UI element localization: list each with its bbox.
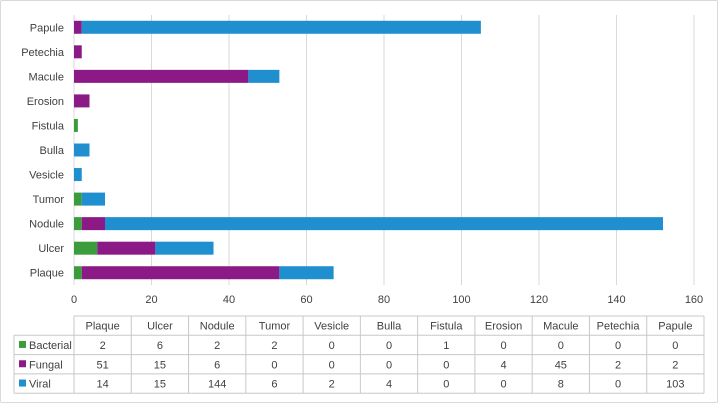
table-cell-viral-petechia: 0 bbox=[615, 379, 621, 391]
bar-viral-plaque bbox=[279, 266, 334, 280]
table-header-papule: Papule bbox=[658, 321, 692, 333]
x-tick-label-80: 80 bbox=[378, 294, 390, 306]
legend-label-viral: Viral bbox=[29, 379, 51, 391]
x-tick-label-20: 20 bbox=[145, 294, 157, 306]
legend-key-viral bbox=[19, 379, 26, 387]
table-cell-viral-fistula: 0 bbox=[443, 379, 449, 391]
table-header-petechia: Petechia bbox=[597, 321, 641, 333]
bar-fungal-papule bbox=[74, 20, 82, 34]
bar-bacterial-tumor bbox=[74, 192, 82, 206]
table-cell-viral-erosion: 0 bbox=[500, 379, 506, 391]
table-header-tumor: Tumor bbox=[259, 321, 291, 333]
table-cell-viral-nodule: 144 bbox=[208, 379, 226, 391]
gridlines bbox=[73, 15, 695, 285]
table-header-ulcer: Ulcer bbox=[147, 321, 173, 333]
table-header-plaque: Plaque bbox=[86, 321, 120, 333]
table-cell-viral-vesicle: 2 bbox=[329, 379, 335, 391]
bar-fungal-erosion bbox=[74, 94, 90, 108]
category-label-macule: Macule bbox=[29, 71, 64, 83]
category-label-plaque: Plaque bbox=[30, 268, 64, 280]
table-header-bulla: Bulla bbox=[377, 321, 402, 333]
bars bbox=[74, 20, 663, 280]
legend-label-bacterial: Bacterial bbox=[29, 340, 72, 352]
table-cell-viral-tumor: 6 bbox=[271, 379, 277, 391]
bar-bacterial-fistula bbox=[74, 118, 78, 132]
legend-key-bacterial bbox=[19, 340, 26, 348]
table-cell-bacterial-macule: 0 bbox=[558, 340, 564, 352]
table-cell-bacterial-papule: 0 bbox=[672, 340, 678, 352]
table-cell-bacterial-vesicle: 0 bbox=[329, 340, 335, 352]
table-cell-fungal-plaque: 51 bbox=[97, 359, 109, 371]
bar-fungal-plaque bbox=[81, 266, 280, 280]
table-cell-bacterial-nodule: 2 bbox=[214, 340, 220, 352]
table-cell-bacterial-tumor: 2 bbox=[271, 340, 277, 352]
bar-bacterial-ulcer bbox=[74, 241, 98, 255]
table-cell-viral-papule: 103 bbox=[666, 379, 684, 391]
category-label-petechia: Petechia bbox=[21, 47, 65, 59]
category-label-ulcer: Ulcer bbox=[38, 243, 64, 255]
x-tick-label-100: 100 bbox=[452, 294, 470, 306]
bar-bacterial-nodule bbox=[74, 217, 82, 231]
table-cell-viral-ulcer: 15 bbox=[154, 379, 166, 391]
x-tick-label-140: 140 bbox=[607, 294, 625, 306]
table-cell-fungal-petechia: 2 bbox=[615, 359, 621, 371]
table-cell-viral-plaque: 14 bbox=[97, 379, 109, 391]
bar-viral-ulcer bbox=[155, 241, 214, 255]
table-cell-fungal-tumor: 0 bbox=[271, 359, 277, 371]
x-axis: 0 20 40 60 80 100 120 140 160 bbox=[71, 294, 703, 306]
bar-viral-vesicle bbox=[74, 168, 82, 182]
table-cell-viral-bulla: 4 bbox=[386, 379, 392, 391]
x-tick-label-40: 40 bbox=[223, 294, 235, 306]
category-label-fistula: Fistula bbox=[32, 120, 65, 132]
bar-viral-macule bbox=[248, 69, 280, 83]
bar-fungal-petechia bbox=[74, 45, 82, 59]
table-cell-bacterial-bulla: 0 bbox=[386, 340, 392, 352]
table-cell-fungal-macule: 45 bbox=[555, 359, 567, 371]
table-header-macule: Macule bbox=[543, 321, 578, 333]
table-cell-fungal-papule: 2 bbox=[672, 359, 678, 371]
data-table: Plaque Ulcer Nodule Tumor Vesicle Bulla Fistul… bbox=[13, 315, 705, 394]
table-cell-fungal-nodule: 6 bbox=[214, 359, 220, 371]
legend-key-fungal bbox=[19, 360, 26, 368]
category-label-tumor: Tumor bbox=[33, 194, 65, 206]
table-cell-fungal-ulcer: 15 bbox=[154, 359, 166, 371]
x-tick-label-60: 60 bbox=[300, 294, 312, 306]
table-cell-viral-macule: 8 bbox=[558, 379, 564, 391]
table-header-erosion: Erosion bbox=[485, 321, 522, 333]
bar-viral-tumor bbox=[81, 192, 105, 206]
bar-fungal-ulcer bbox=[97, 241, 156, 255]
table-cell-bacterial-plaque: 2 bbox=[100, 340, 106, 352]
table-header-fistula: Fistula bbox=[430, 321, 463, 333]
bar-viral-nodule bbox=[105, 217, 663, 231]
bar-fungal-macule bbox=[74, 69, 249, 83]
x-tick-label-120: 120 bbox=[530, 294, 548, 306]
category-label-bulla: Bulla bbox=[40, 145, 65, 157]
table-header-nodule: Nodule bbox=[200, 321, 235, 333]
bar-viral-papule bbox=[81, 20, 481, 34]
table-cell-bacterial-fistula: 1 bbox=[443, 340, 449, 352]
legend-label-fungal: Fungal bbox=[29, 359, 63, 371]
x-tick-label-0: 0 bbox=[71, 294, 77, 306]
table-header-vesicle: Vesicle bbox=[314, 321, 349, 333]
table-cell-bacterial-erosion: 0 bbox=[500, 340, 506, 352]
table-cell-fungal-fistula: 0 bbox=[443, 359, 449, 371]
bar-fungal-nodule bbox=[81, 217, 105, 231]
table-cell-fungal-bulla: 0 bbox=[386, 359, 392, 371]
category-labels: Plaque Ulcer Nodule Tumor Vesicle Bulla Fistul… bbox=[21, 22, 65, 279]
table-cell-fungal-vesicle: 0 bbox=[329, 359, 335, 371]
bar-bacterial-plaque bbox=[74, 266, 82, 280]
table-cell-bacterial-petechia: 0 bbox=[615, 340, 621, 352]
table-cell-fungal-erosion: 4 bbox=[500, 359, 506, 371]
bar-viral-bulla bbox=[74, 143, 90, 157]
category-label-erosion: Erosion bbox=[27, 96, 64, 108]
table-cell-bacterial-ulcer: 6 bbox=[157, 340, 163, 352]
category-label-vesicle: Vesicle bbox=[29, 170, 64, 182]
category-label-nodule: Nodule bbox=[29, 219, 64, 231]
category-label-papule: Papule bbox=[30, 22, 64, 34]
x-tick-label-160: 160 bbox=[685, 294, 703, 306]
